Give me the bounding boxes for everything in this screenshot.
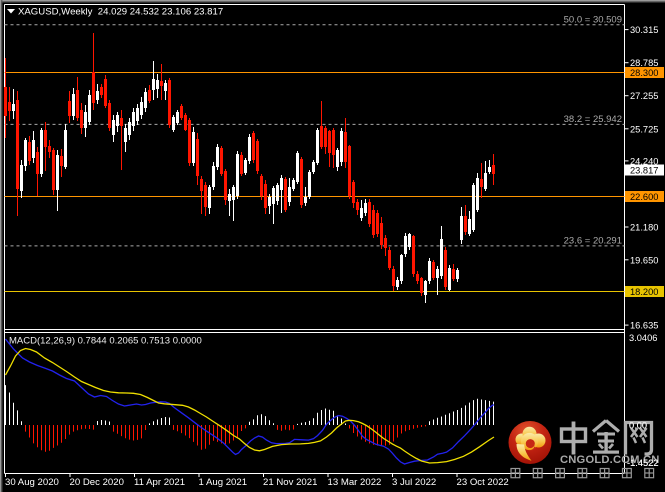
svg-text:11 Apr 2021: 11 Apr 2021 [134,477,185,488]
svg-text:30 Aug 2020: 30 Aug 2020 [5,477,59,488]
svg-text:16.635: 16.635 [630,321,658,331]
svg-text:23.6 = 20.291: 23.6 = 20.291 [564,235,622,246]
svg-text:19.650: 19.650 [630,255,658,265]
svg-text:3.0406: 3.0406 [629,333,657,343]
svg-text:1 Aug 2021: 1 Aug 2021 [199,477,248,488]
svg-text:27.255: 27.255 [630,91,658,101]
svg-text:3 Jul 2022: 3 Jul 2022 [392,477,436,488]
svg-text:30.315: 30.315 [630,25,658,35]
svg-text:XAGUSD,Weekly 24.029 24.532 2: XAGUSD,Weekly 24.029 24.532 23.106 23.81… [18,7,223,18]
svg-text:21 Nov 2021: 21 Nov 2021 [263,477,317,488]
svg-text:MACD(12,26,9) 0.7844 0.2065 0.: MACD(12,26,9) 0.7844 0.2065 0.7513 0.000… [9,336,202,347]
svg-text:18.200: 18.200 [630,287,658,297]
svg-text:-1.4522: -1.4522 [627,458,659,468]
svg-text:28.300: 28.300 [630,68,658,78]
svg-text:38.2 = 25.942: 38.2 = 25.942 [564,114,622,125]
svg-text:-1.4522: -1.4522 [627,458,659,468]
svg-text:50.0 = 30.509: 50.0 = 30.509 [564,14,622,25]
svg-text:21.180: 21.180 [630,223,658,233]
svg-text:23 Oct 2022: 23 Oct 2022 [457,477,509,488]
svg-text:CNGOLD.COM.CN: CNGOLD.COM.CN [560,454,660,466]
svg-text:25.725: 25.725 [630,124,658,134]
svg-text:20 Dec 2020: 20 Dec 2020 [70,477,124,488]
svg-text:0.00: 0.00 [629,421,647,431]
svg-text:0.00: 0.00 [629,421,647,431]
svg-text:13 Mar 2022: 13 Mar 2022 [328,477,382,488]
svg-text:24.240: 24.240 [630,156,658,166]
svg-text:23.817: 23.817 [630,166,658,176]
svg-text:22.600: 22.600 [630,192,658,202]
svg-text:28.785: 28.785 [630,58,658,68]
